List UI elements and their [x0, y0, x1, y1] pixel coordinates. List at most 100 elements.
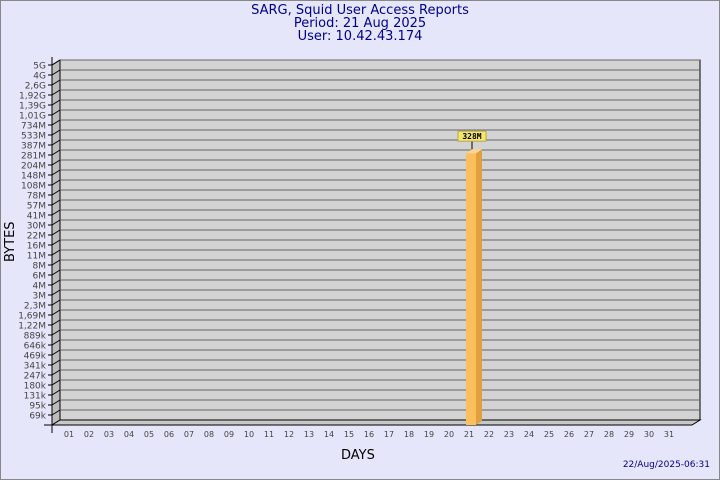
- x-tick-label: 30: [644, 430, 654, 439]
- y-tick-slant: [51, 289, 61, 296]
- x-tick-label: 19: [424, 430, 434, 439]
- y-tick-slant: [51, 69, 61, 76]
- bar-side: [476, 149, 482, 426]
- x-tick-label: 25: [544, 430, 554, 439]
- x-tick-label: 27: [584, 430, 594, 439]
- y-tick-label: 646k: [24, 342, 47, 352]
- x-tick-label: 08: [204, 430, 214, 439]
- y-tick-slant: [51, 279, 61, 286]
- y-tick-slant: [51, 399, 61, 406]
- y-tick-label: 1,39G: [19, 102, 46, 112]
- y-tick-label: 1,22M: [18, 322, 46, 332]
- plot-floor: [50, 419, 702, 426]
- y-tick-label: 180k: [24, 382, 47, 392]
- y-tick-slant: [51, 199, 61, 206]
- y-tick-slant: [51, 259, 61, 266]
- y-tick-label: 41M: [27, 212, 46, 222]
- y-tick-slant: [51, 379, 61, 386]
- y-tick-slant: [51, 249, 61, 256]
- y-tick-slant: [51, 79, 61, 86]
- x-tick-label: 22: [484, 430, 494, 439]
- y-tick-slant: [51, 159, 61, 166]
- y-tick-slant: [51, 299, 61, 306]
- x-tick-label: 10: [244, 430, 254, 439]
- x-tick-label: 16: [364, 430, 374, 439]
- x-tick-label: 12: [284, 430, 294, 439]
- y-tick-label: 1,01G: [19, 112, 46, 122]
- y-tick-label: 4G: [33, 72, 46, 82]
- x-tick-label: 24: [524, 430, 534, 439]
- y-tick-label: 387M: [21, 142, 46, 152]
- y-tick-label: 1,92G: [19, 92, 46, 102]
- y-tick-label: 69k: [29, 412, 46, 422]
- bar-value-label: 328M: [462, 132, 481, 141]
- y-tick-label: 734M: [21, 122, 46, 132]
- y-tick-label: 469k: [24, 352, 47, 362]
- bar-label-box: [457, 130, 487, 142]
- x-tick-label: 07: [184, 430, 194, 439]
- x-axis-label: DAYS: [341, 448, 375, 463]
- y-tick-slant: [51, 89, 61, 96]
- y-tick-label: 11M: [27, 252, 46, 262]
- y-tick-slant: [51, 229, 61, 236]
- y-tick-label: 22M: [27, 232, 46, 242]
- y-tick-label: 95k: [29, 402, 46, 412]
- y-tick-label: 8M: [33, 262, 47, 272]
- y-tick-slant: [51, 269, 61, 276]
- y-tick-slant: [51, 179, 61, 186]
- x-tick-label: 21: [464, 430, 474, 439]
- y-tick-label: 281M: [21, 152, 46, 162]
- y-tick-label: 78M: [27, 192, 46, 202]
- x-tick-label: 05: [144, 430, 154, 439]
- y-tick-slant: [51, 329, 61, 336]
- bar-top: [466, 149, 482, 154]
- y-tick-slant: [51, 119, 61, 126]
- y-tick-slant: [51, 109, 61, 116]
- y-tick-slant: [51, 369, 61, 376]
- x-tick-label: 28: [604, 430, 614, 439]
- x-tick-label: 18: [404, 430, 414, 439]
- x-tick-label: 13: [304, 430, 314, 439]
- chart-title: SARG, Squid User Access Reports: [251, 3, 469, 18]
- x-tick-label: 17: [384, 430, 394, 439]
- x-tick-label: 20: [444, 430, 454, 439]
- y-tick-label: 108M: [21, 182, 46, 192]
- y-tick-label: 2,6G: [25, 82, 46, 92]
- x-tick-label: 29: [624, 430, 634, 439]
- chart-period: Period: 21 Aug 2025: [293, 16, 427, 31]
- y-tick-slant: [51, 409, 61, 416]
- y-tick-label: 148M: [21, 172, 46, 182]
- bar-front: [466, 153, 476, 426]
- y-tick-slant: [51, 339, 61, 346]
- y-tick-slant: [51, 319, 61, 326]
- y-tick-slant: [51, 239, 61, 246]
- y-tick-label: 5G: [33, 62, 46, 72]
- y-tick-label: 4M: [33, 282, 47, 292]
- x-tick-label: 01: [64, 430, 74, 439]
- generated-timestamp: 22/Aug/2025-06:31: [622, 460, 710, 470]
- y-tick-label: 6M: [33, 272, 47, 282]
- x-tick-label: 23: [504, 430, 514, 439]
- x-tick-label: 26: [564, 430, 574, 439]
- y-tick-slant: [51, 169, 61, 176]
- chart-user: User: 10.42.43.174: [297, 29, 423, 44]
- x-tick-label: 09: [224, 430, 234, 439]
- y-tick-slant: [51, 189, 61, 196]
- y-tick-label: 889k: [24, 332, 47, 342]
- y-tick-label: 16M: [27, 242, 46, 252]
- y-tick-slant: [51, 59, 61, 66]
- y-tick-label: 3M: [33, 292, 47, 302]
- x-tick-label: 03: [104, 430, 114, 439]
- y-tick-label: 1,69M: [18, 312, 46, 322]
- x-tick-label: 11: [264, 430, 274, 439]
- x-tick-label: 02: [84, 430, 94, 439]
- y-tick-slant: [51, 149, 61, 156]
- y-tick-slant: [51, 219, 61, 226]
- y-tick-slant: [51, 129, 61, 136]
- x-tick-label: 04: [124, 430, 134, 439]
- y-tick-label: 247k: [24, 372, 47, 382]
- y-tick-slant: [51, 139, 61, 146]
- y-tick-label: 57M: [27, 202, 46, 212]
- y-tick-label: 30M: [27, 222, 46, 232]
